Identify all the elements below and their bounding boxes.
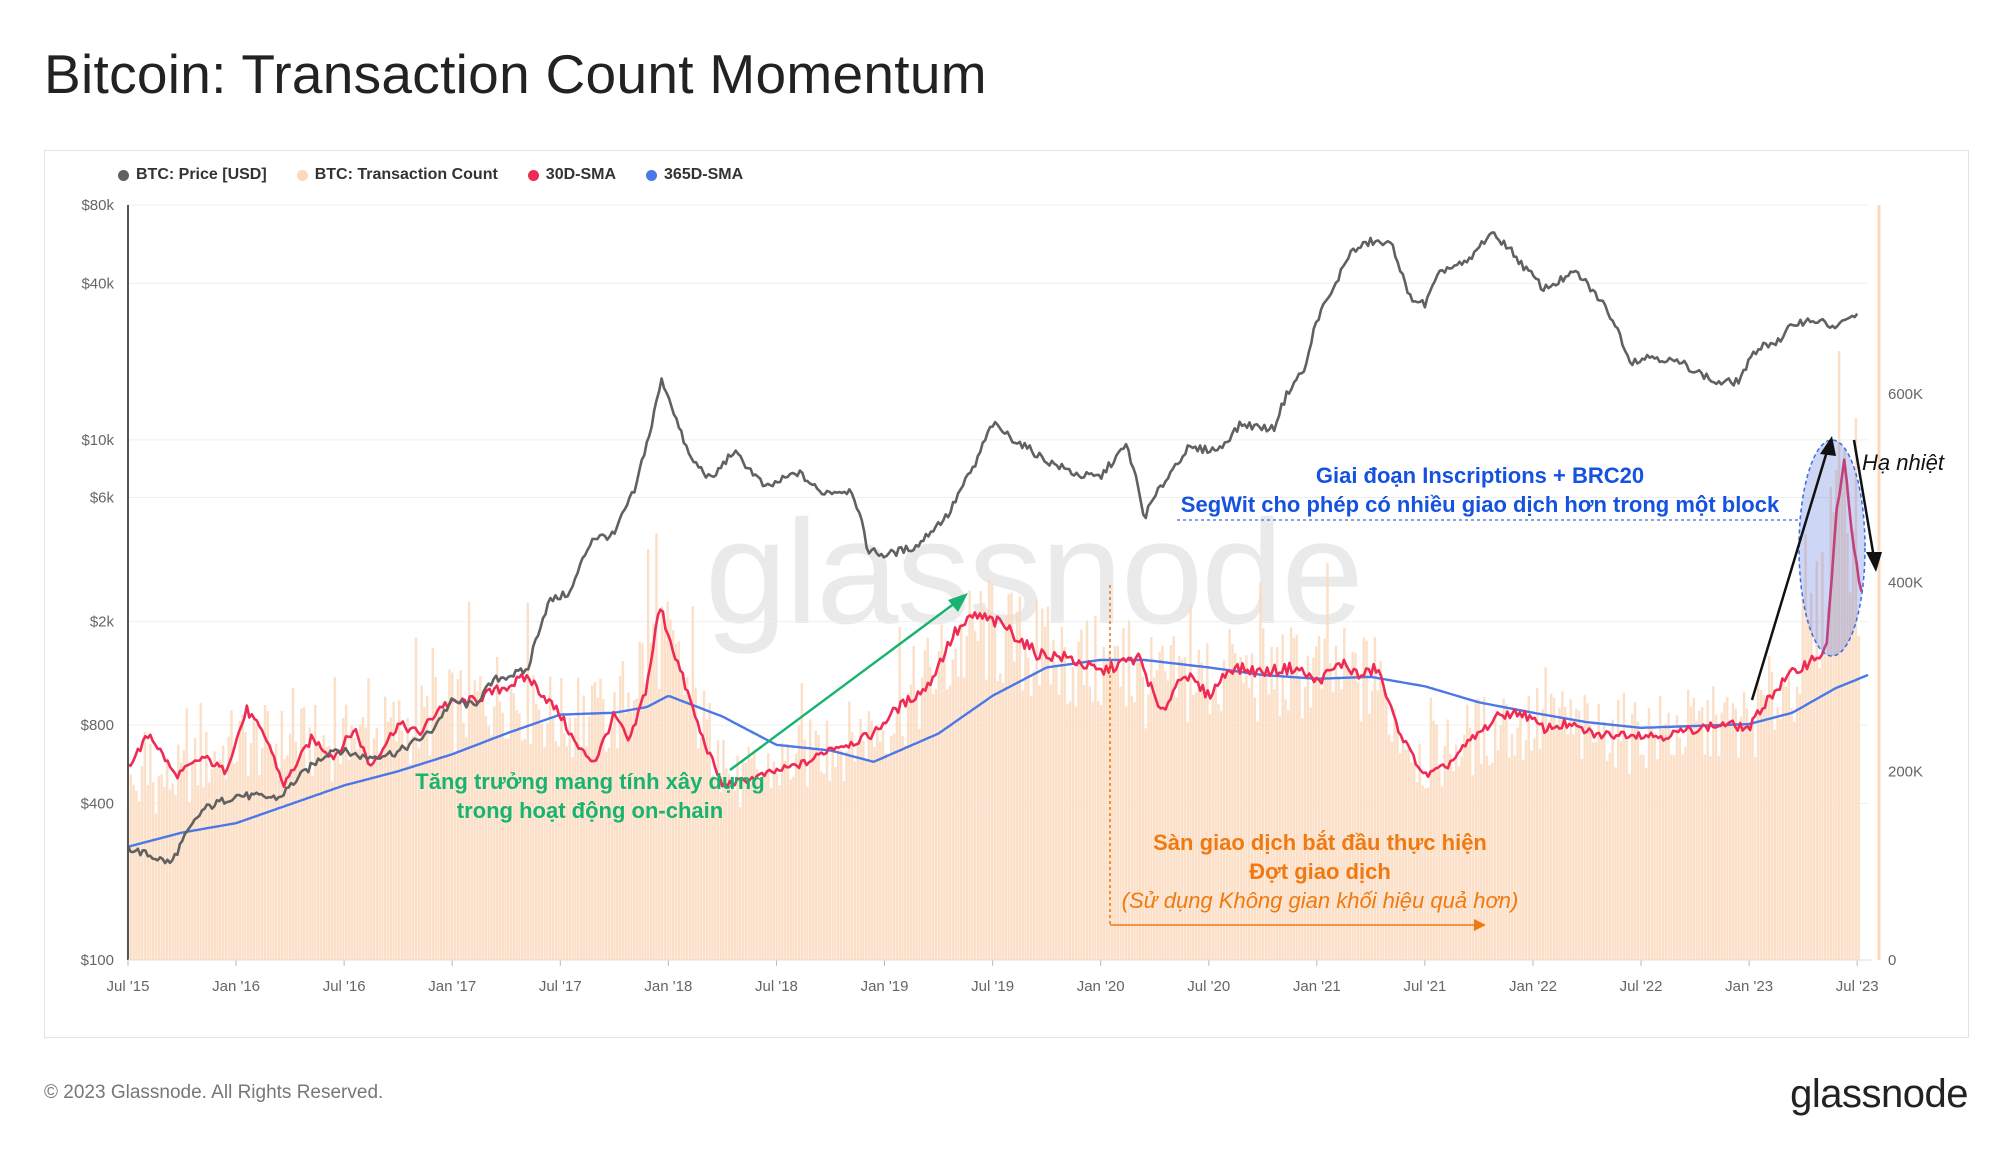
x-tick-label-1: Jan '16	[212, 978, 260, 995]
legend-item-tx-count[interactable]: BTC: Transaction Count	[296, 166, 498, 184]
rise-arrow-line	[1750, 447, 1830, 701]
x-tick-label-16: Jul '23	[1836, 978, 1879, 995]
x-tick-label-11: Jan '21	[1293, 978, 1341, 995]
annotation-growth-line1: Tăng trưởng mang tính xây dựng	[415, 769, 765, 794]
y-right-tick-label-1: 200K	[1888, 763, 1923, 780]
brand-logo: glassnode	[1790, 1072, 1968, 1116]
y-left-tick-label-5: $10k	[81, 432, 114, 449]
annotation-cooling: Hạ nhiệt	[1862, 450, 1944, 475]
x-tick-label-12: Jul '21	[1403, 978, 1446, 995]
x-tick-label-13: Jan '22	[1509, 978, 1557, 995]
annotation-inscriptions-line2: SegWit cho phép có nhiều giao dịch hơn t…	[1180, 492, 1780, 517]
y-left-tick-label-4: $6k	[90, 490, 115, 507]
y-right-tick-label-0: 0	[1888, 952, 1896, 969]
sma365-line	[127, 658, 1869, 848]
y-left-tick-label-1: $400	[81, 795, 114, 812]
legend-item-price[interactable]: BTC: Price [USD]	[118, 166, 267, 184]
x-tick-label-6: Jul '18	[755, 978, 798, 995]
growth-arrow-line	[729, 601, 956, 772]
x-tick-label-10: Jul '20	[1187, 978, 1230, 995]
chart-frame	[44, 150, 1969, 1038]
legend-price-dot	[118, 169, 129, 181]
x-tick-label-7: Jan '19	[861, 978, 909, 995]
y-left-tick-label-7: $80k	[81, 197, 114, 214]
watermark: glassnode	[705, 490, 1364, 655]
x-tick-label-14: Jul '22	[1620, 978, 1663, 995]
y-right-tick-label-3: 600K	[1888, 386, 1923, 403]
y-right-tick-label-2: 400K	[1888, 575, 1923, 592]
price-line	[126, 231, 1859, 865]
x-tick-label-8: Jul '19	[971, 978, 1014, 995]
x-tick-label-5: Jan '18	[644, 978, 692, 995]
x-tick-label-3: Jan '17	[428, 978, 476, 995]
x-tick-label-9: Jan '20	[1077, 978, 1125, 995]
x-tick-label-2: Jul '16	[323, 978, 366, 995]
annotation-growth: Tăng trưởng mang tính xây dựng trong hoạ…	[400, 767, 780, 825]
copyright-footer: © 2023 Glassnode. All Rights Reserved.	[44, 1082, 384, 1103]
legend-30d-sma-dot	[527, 169, 539, 181]
sma30-line	[127, 458, 1863, 789]
fall-arrow-line	[1852, 439, 1876, 559]
legend-item-365d-sma[interactable]: 365D-SMA	[646, 166, 743, 184]
annotation-inscriptions-line1: Giai đoạn Inscriptions + BRC20	[1315, 463, 1645, 488]
annotation-batching-line2: Đợt giao dịch	[1249, 859, 1391, 884]
y-left-tick-label-0: $100	[81, 952, 114, 969]
legend-365d-sma-label: 365D-SMA	[664, 166, 744, 183]
annotation-batching-line1: Sàn giao dịch bắt đầu thực hiện	[1153, 830, 1487, 855]
legend-tx-count-label: BTC: Transaction Count	[314, 166, 498, 183]
legend-item-30d-sma[interactable]: 30D-SMA	[527, 166, 617, 184]
legend-365d-sma-dot	[646, 169, 658, 181]
y-left-tick-label-3: $2k	[90, 614, 115, 631]
fall-arrow-head	[1866, 552, 1882, 572]
rise-arrow-head	[1820, 436, 1836, 456]
y-left-tick-label-2: $800	[81, 717, 114, 734]
x-tick-label-15: Jan '23	[1725, 978, 1773, 995]
chart-legend: BTC: Price [USD] BTC: Transaction Count …	[118, 166, 743, 184]
x-tick-label-4: Jul '17	[539, 978, 582, 995]
legend-tx-count-dot	[296, 169, 308, 181]
tx-count-bars	[126, 351, 1860, 960]
legend-price-label: BTC: Price [USD]	[136, 166, 267, 183]
annotation-growth-line2: trong hoạt động on-chain	[456, 798, 724, 823]
inscriptions-ellipse	[1798, 439, 1866, 657]
annotation-batching: Sàn giao dịch bắt đầu thực hiện Đợt giao…	[1110, 828, 1530, 915]
batching-arrow-head	[1474, 919, 1486, 931]
annotation-inscriptions: Giai đoạn Inscriptions + BRC20 SegWit ch…	[1150, 461, 1810, 519]
page-title: Bitcoin: Transaction Count Momentum	[44, 43, 987, 105]
growth-arrow-head	[948, 593, 968, 612]
y-left-tick-label-6: $40k	[81, 275, 114, 292]
legend-30d-sma-label: 30D-SMA	[545, 166, 617, 183]
annotation-batching-line3: (Sử dụng Không gian khối hiệu quả hơn)	[1121, 888, 1519, 913]
x-tick-label-0: Jul '15	[107, 978, 150, 995]
